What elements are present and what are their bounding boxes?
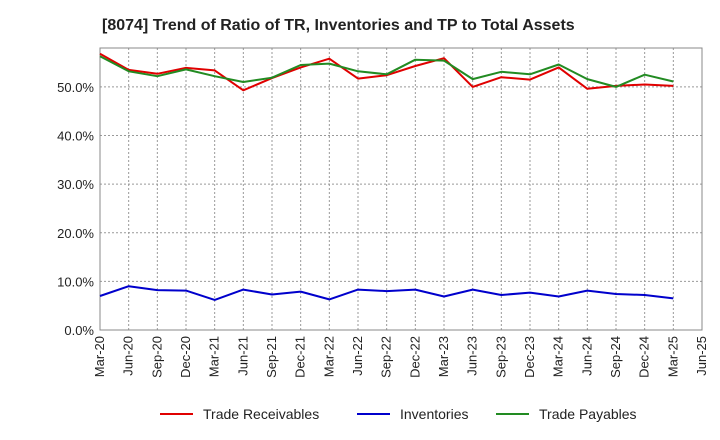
x-tick-label: Jun-21: [235, 336, 250, 376]
y-tick-label: 20.0%: [57, 226, 94, 241]
x-tick-label: Sep-24: [608, 336, 623, 378]
y-tick-label: 40.0%: [57, 129, 94, 144]
legend-label: Inventories: [400, 406, 468, 422]
series-line-2: [99, 285, 674, 301]
legend: Trade Receivables Inventories Trade Payabl…: [160, 406, 637, 422]
y-tick-label: 30.0%: [57, 177, 94, 192]
x-tick-label: Mar-25: [665, 336, 680, 377]
plot-area-border: [99, 47, 703, 331]
chart-title: [8074] Trend of Ratio of TR, Inventories…: [102, 17, 575, 34]
legend-label: Trade Receivables: [203, 406, 319, 422]
grid: [100, 48, 702, 330]
x-tick-label: Dec-24: [637, 336, 652, 378]
x-tick-label: Jun-23: [465, 336, 480, 376]
y-tick-label: 10.0%: [57, 274, 94, 289]
x-tick-label: Dec-20: [178, 336, 193, 378]
x-tick-label: Jun-24: [579, 336, 594, 376]
x-tick-label: Dec-23: [522, 336, 537, 378]
x-tick-label: Mar-24: [551, 336, 566, 377]
legend-label: Trade Payables: [539, 406, 637, 422]
series-line-3: [99, 55, 674, 88]
series-lines: [99, 52, 674, 301]
x-tick-label: Jun-25: [694, 336, 709, 376]
x-tick-label: Sep-23: [493, 336, 508, 378]
x-tick-label: Sep-22: [379, 336, 394, 378]
y-tick-label: 0.0%: [64, 323, 94, 338]
x-tick-label: Mar-21: [207, 336, 222, 377]
x-tick-label: Dec-22: [407, 336, 422, 378]
x-tick-label: Mar-22: [321, 336, 336, 377]
x-tick-label: Mar-20: [92, 336, 107, 377]
y-tick-label: 50.0%: [57, 80, 94, 95]
x-tick-label: Jun-20: [121, 336, 136, 376]
x-tick-label: Jun-22: [350, 336, 365, 376]
x-tick-label: Dec-21: [293, 336, 308, 378]
x-tick-label: Sep-21: [264, 336, 279, 378]
x-tick-label: Mar-23: [436, 336, 451, 377]
x-tick-label: Sep-20: [149, 336, 164, 378]
y-axis-ticks: 0.0% 10.0% 20.0% 30.0% 40.0% 50.0%: [57, 80, 94, 338]
x-axis-ticks: Mar-20 Jun-20 Sep-20 Dec-20 Mar-21 Jun-21 Sep-…: [92, 336, 709, 378]
